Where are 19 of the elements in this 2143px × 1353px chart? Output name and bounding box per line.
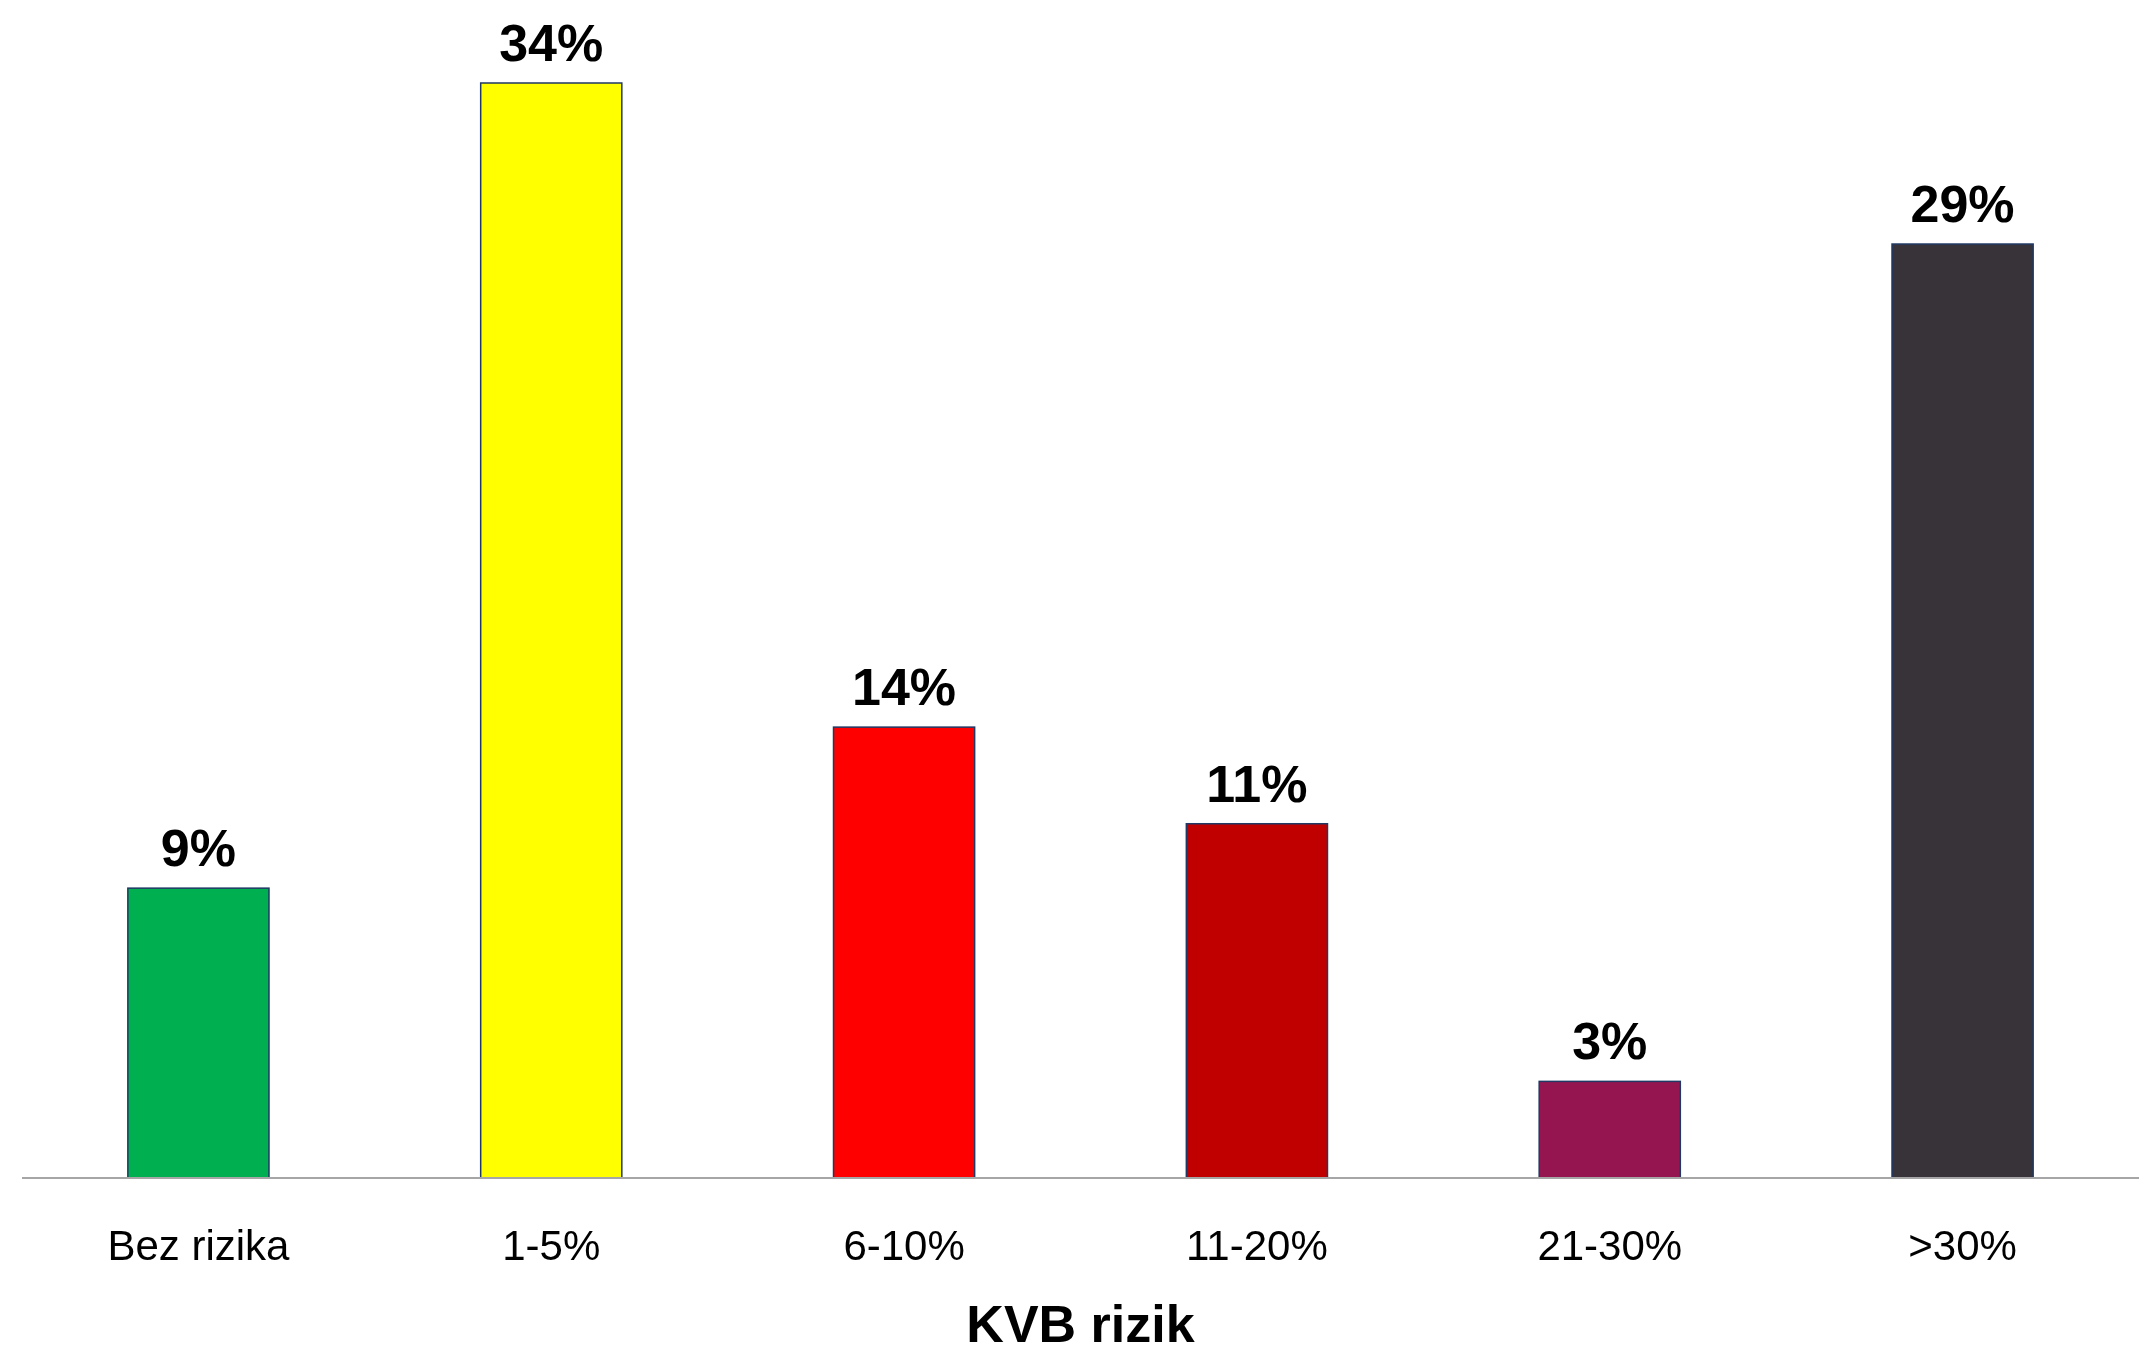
bar (1538, 1080, 1682, 1179)
bar (479, 82, 623, 1179)
data-label: 34% (499, 14, 604, 72)
x-axis-title: KVB rizik (966, 1295, 1195, 1353)
x-tick-label: >30% (1908, 1221, 2017, 1269)
bar (1891, 243, 2034, 1179)
data-label: 14% (852, 658, 957, 717)
bar (1185, 822, 1329, 1179)
data-label: 9% (160, 819, 236, 878)
data-label: 29% (1910, 175, 2015, 234)
x-tick-label: Bez rizika (107, 1221, 291, 1269)
bar (832, 726, 976, 1179)
data-label: 11% (1206, 754, 1308, 813)
x-tick-label: 21-30% (1537, 1221, 1683, 1269)
x-tick-label: 11-20% (1186, 1221, 1328, 1269)
x-tick-label: 1-5% (502, 1221, 601, 1269)
data-label: 3% (1572, 1012, 1648, 1071)
x-tick-label: 6-10% (843, 1221, 965, 1269)
bar (127, 887, 270, 1179)
